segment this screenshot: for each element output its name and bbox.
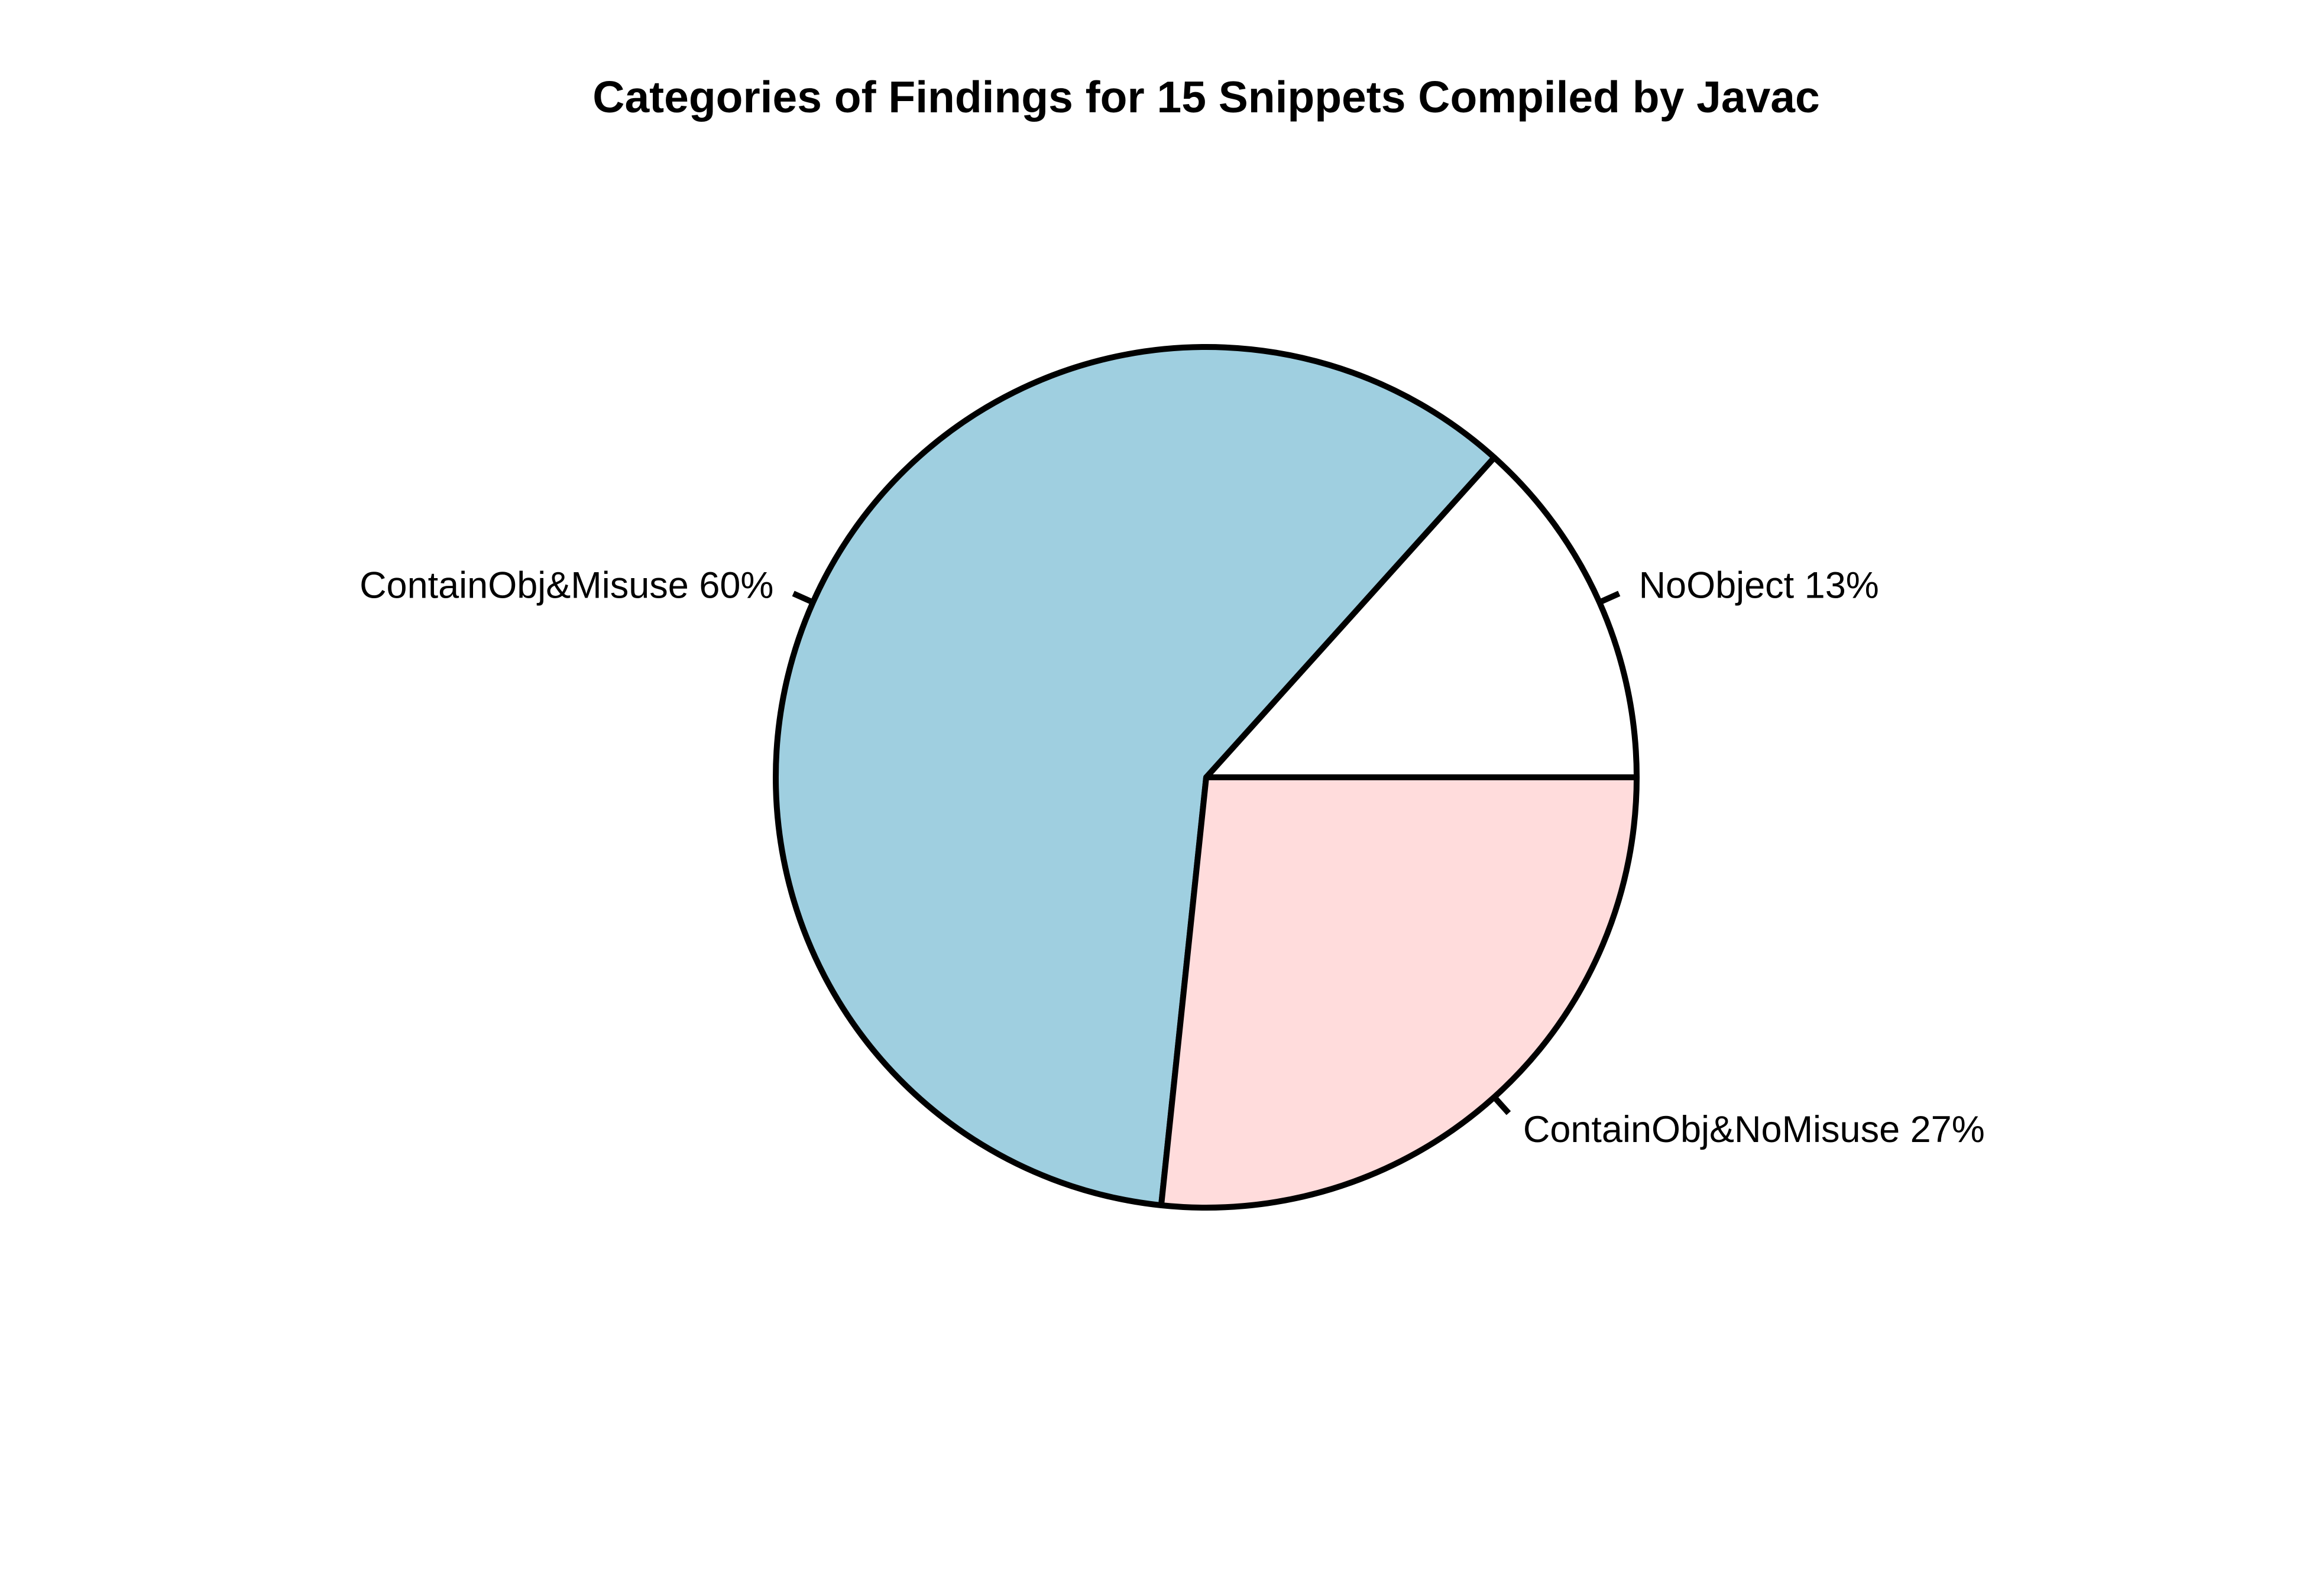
pie-slices [773, 344, 1640, 1211]
pie-slice-2 [1158, 774, 1640, 1211]
label-ticks [792, 591, 1621, 1115]
label-tick-0 [1598, 591, 1621, 605]
slice-label-1: ContainObj&Misuse 60% [359, 565, 773, 606]
chart-title: Categories of Findings for 15 Snippets C… [592, 72, 1819, 122]
pie-slice-1 [773, 344, 1498, 1209]
slice-labels: NoObject 13% ContainObj&Misuse 60% Contain… [359, 565, 1985, 1150]
label-tick-1 [792, 591, 814, 605]
slice-label-0: NoObject 13% [1639, 565, 1879, 606]
label-tick-2 [1492, 1095, 1511, 1115]
slice-label-2: ContainObj&NoMisuse 27% [1523, 1109, 1985, 1150]
